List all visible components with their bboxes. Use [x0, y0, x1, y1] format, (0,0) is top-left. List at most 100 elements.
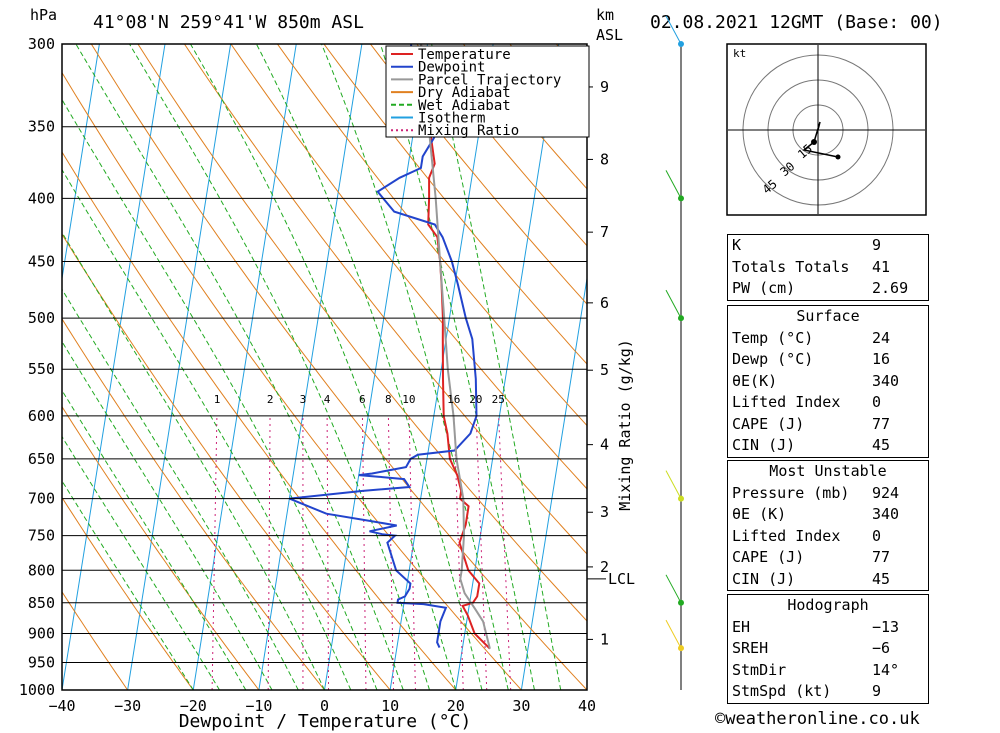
series-dewpoint: [289, 44, 478, 649]
asl-unit: ASL: [596, 26, 623, 44]
km-tick-label: 9: [600, 78, 609, 96]
index-row: Lifted Index 0: [728, 392, 928, 414]
index-value: 340: [872, 505, 900, 523]
index-name: CIN (J): [732, 569, 796, 588]
index-row: Pressure (mb) 924: [728, 483, 928, 505]
dry-adiabat-line: [276, 44, 587, 427]
legend-label: Dewpoint: [418, 60, 485, 76]
index-name: CAPE (J): [732, 548, 805, 566]
index-name: CIN (J): [732, 436, 796, 454]
pressure-tick-label: 400: [28, 189, 55, 207]
isotherm-line: [62, 44, 166, 690]
index-name: CAPE (J): [732, 414, 805, 433]
mixing-ratio-label: 3: [300, 393, 307, 406]
index-value: 0: [872, 393, 882, 411]
wet-adiabat-line: [62, 98, 378, 690]
index-name: θE (K): [732, 505, 787, 523]
pressure-tick-label: 550: [28, 360, 55, 378]
dry-adiabat-line: [62, 496, 194, 690]
dry-adiabat-line: [183, 44, 587, 555]
index-row: CAPE (J) 77: [728, 547, 928, 569]
index-name: EH: [732, 617, 751, 636]
dry-adiabat-line: [62, 71, 522, 690]
mixing-ratio-line: [267, 415, 271, 690]
mixing-ratio-label: 8: [385, 393, 392, 406]
credit-link[interactable]: ©weatheronline.co.uk: [715, 709, 920, 729]
pressure-tick-label: 900: [28, 624, 55, 642]
x-tick-label: 10: [381, 697, 399, 715]
mixing-ratio-line: [211, 415, 218, 690]
wind-barb: [665, 470, 682, 499]
location-title: 41°08'N 259°41'W 850m ASL: [93, 12, 364, 33]
mixing-ratio-label: 2: [267, 393, 274, 406]
plot-frame: [61, 43, 588, 691]
index-name: Lifted Index: [732, 393, 841, 411]
km-tick-label: 3: [600, 503, 609, 521]
pressure-tick-label: 800: [28, 561, 55, 579]
dry-adiabat-line: [62, 151, 457, 690]
index-row: θE(K) 340: [728, 371, 928, 393]
mixing-ratio-line: [361, 415, 367, 690]
index-value: 9: [872, 682, 882, 700]
dry-adiabat-line: [416, 44, 587, 247]
datetime-title: 02.08.2021 12GMT (Base: 00): [650, 12, 943, 33]
index-value: 2.69: [872, 279, 909, 297]
km-tick-label: 2: [600, 558, 609, 576]
dry-adiabat-line: [90, 44, 587, 690]
km-tick-label: 5: [600, 361, 609, 379]
km-tick-label: 6: [600, 294, 609, 312]
wet-adiabat-line: [255, 44, 483, 690]
pressure-tick-label: 600: [28, 407, 55, 425]
pressure-tick-label: 450: [28, 253, 55, 271]
isotherm-line: [258, 44, 363, 690]
index-value: −13: [872, 617, 900, 636]
wind-profile: [665, 15, 684, 690]
mixing-ratio-line: [475, 415, 488, 690]
index-value: 45: [872, 569, 891, 588]
isotherm-line: [520, 275, 587, 690]
wet-adiabat-line: [190, 44, 457, 690]
surface-indices-table: Surface Temp (°C) 24 Dewp (°C) 16 θE(K) 340 Li…: [727, 305, 929, 458]
index-row: Dewp (°C) 16: [728, 349, 928, 371]
index-row: EH −13: [728, 617, 928, 639]
index-row: θE (K) 340: [728, 504, 928, 526]
isotherm-line: [324, 44, 428, 690]
mixing-ratio-label: 6: [359, 393, 366, 406]
index-row: StmDir 14°: [728, 660, 928, 682]
index-row: CIN (J) 45: [728, 569, 928, 591]
series-temperature: [419, 44, 491, 650]
index-value: 77: [872, 414, 891, 433]
pressure-tick-label: 700: [28, 490, 55, 508]
index-row: Temp (°C) 24: [728, 328, 928, 350]
general-indices-table: K 9 Totals Totals 41 PW (cm) 2.69: [727, 234, 929, 301]
index-value: 9: [872, 236, 882, 254]
km-tick-label: 4: [600, 436, 609, 454]
pressure-tick-label: 650: [28, 450, 55, 468]
index-name: PW (cm): [732, 279, 796, 297]
dry-adiabat-line: [323, 44, 587, 365]
x-tick-label: −30: [114, 697, 141, 715]
wind-barb: [665, 170, 682, 199]
most-unstable-title: Most Unstable: [769, 462, 887, 480]
index-name: Lifted Index: [732, 526, 841, 545]
x-tick-label: −10: [245, 697, 272, 715]
wet-adiabat-line: [379, 44, 535, 690]
mixing-ratio-label: 4: [324, 393, 331, 406]
legend-label: Mixing Ratio: [418, 123, 519, 139]
wind-barb: [665, 619, 682, 649]
pressure-tick-label: 950: [28, 653, 55, 671]
mixing-ratio-axis-label: Mixing Ratio (g/kg): [616, 339, 634, 511]
dry-adiabat-line: [62, 233, 391, 690]
index-value: 45: [872, 436, 891, 454]
index-name: StmDir: [732, 660, 787, 679]
index-name: StmSpd (kt): [732, 682, 832, 700]
lcl-label: LCL: [608, 570, 635, 588]
km-unit: km: [596, 6, 614, 24]
series-parcel-trajectory: [419, 44, 491, 649]
isotherm-line: [127, 44, 232, 690]
legend-label: Temperature: [418, 47, 511, 63]
